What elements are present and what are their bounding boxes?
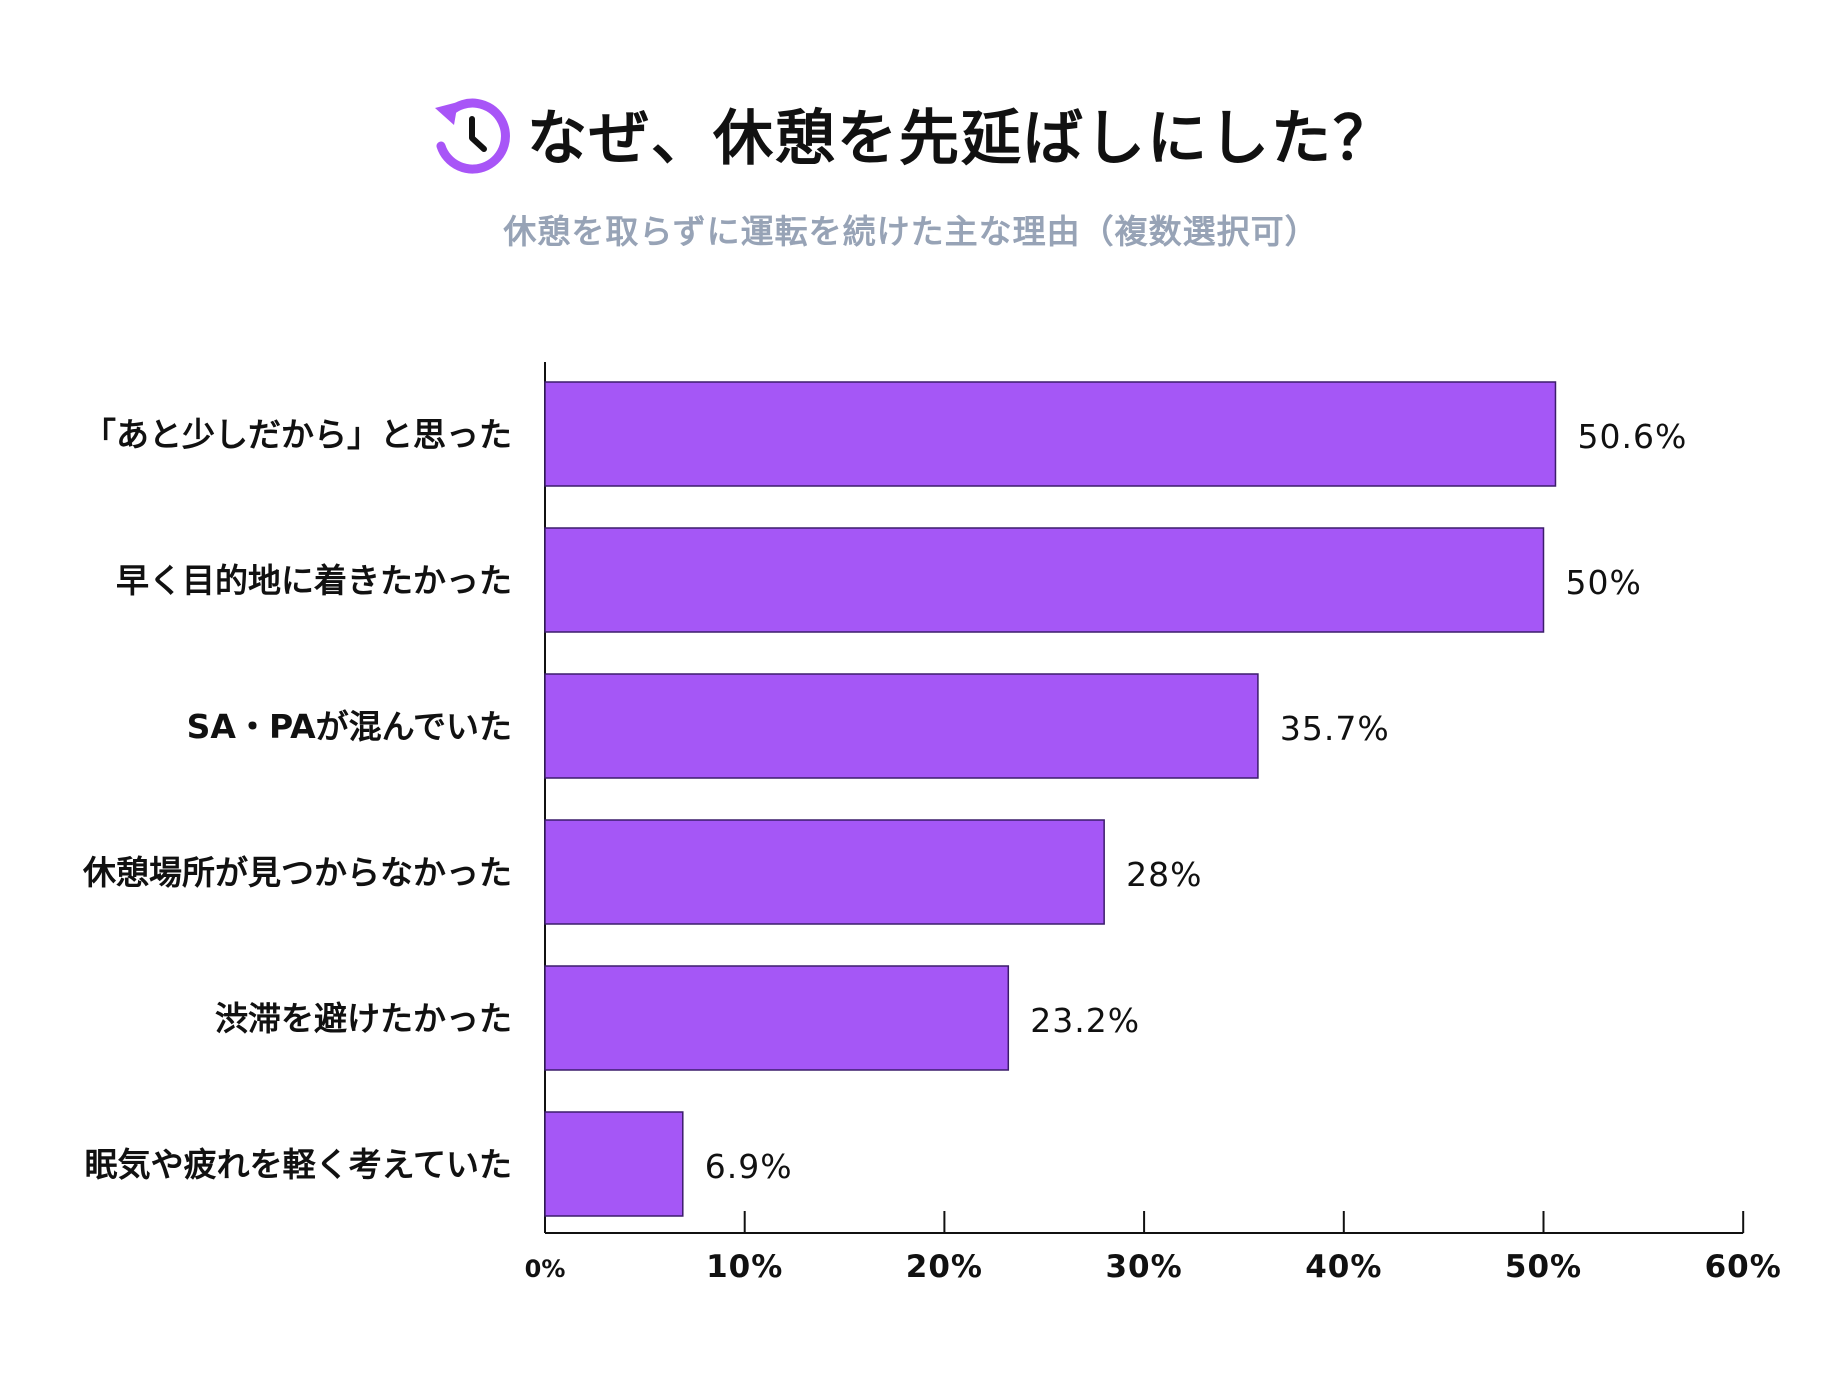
x-tick-label: 30%	[1105, 1249, 1182, 1285]
category-label: 早く目的地に着きたかった	[116, 561, 512, 600]
x-tick-label: 50%	[1505, 1249, 1582, 1285]
x-tick-label: 20%	[906, 1249, 983, 1285]
bar	[544, 1111, 684, 1217]
value-label: 50%	[1566, 563, 1642, 602]
value-label: 6.9%	[705, 1147, 793, 1186]
category-label: 休憩場所が見つからなかった	[82, 853, 512, 892]
chart-labels: 「あと少しだから」と思った 50.6% 早く目的地に着きたかった 50% SA・PAが混…	[82, 415, 1687, 1186]
value-label: 35.7%	[1280, 709, 1390, 748]
bar	[544, 527, 1545, 633]
clock-rewind-icon	[435, 98, 510, 174]
value-label: 28%	[1126, 855, 1202, 894]
bar	[544, 673, 1259, 779]
chart-subtitle: 休憩を取らずに運転を続けた主な理由（複数選択可）	[503, 212, 1319, 251]
bar	[544, 381, 1557, 487]
x-tick-label: 40%	[1305, 1249, 1382, 1285]
category-label: 「あと少しだから」と思った	[83, 415, 512, 454]
category-label: SA・PAが混んでいた	[187, 707, 512, 746]
chart-header: なぜ、休憩を先延ばしにした？	[0, 88, 1822, 178]
value-label: 50.6%	[1577, 417, 1687, 456]
value-label: 23.2%	[1030, 1001, 1140, 1040]
x-tick-label: 10%	[706, 1249, 783, 1285]
x-tick-label: 60%	[1705, 1249, 1782, 1285]
bar	[544, 965, 1010, 1071]
category-label: 渋滞を避けたかった	[215, 999, 512, 1038]
chart-title: なぜ、休憩を先延ばしにした？	[527, 103, 1395, 174]
category-label: 眠気や疲れを軽く考えていた	[85, 1145, 512, 1184]
bar	[544, 819, 1105, 925]
x-tick-label: 0%	[525, 1255, 566, 1283]
chart-bars	[544, 381, 1557, 1217]
chart-axes: 0% 10% 20% 30% 40% 50% 60%	[525, 362, 1782, 1285]
